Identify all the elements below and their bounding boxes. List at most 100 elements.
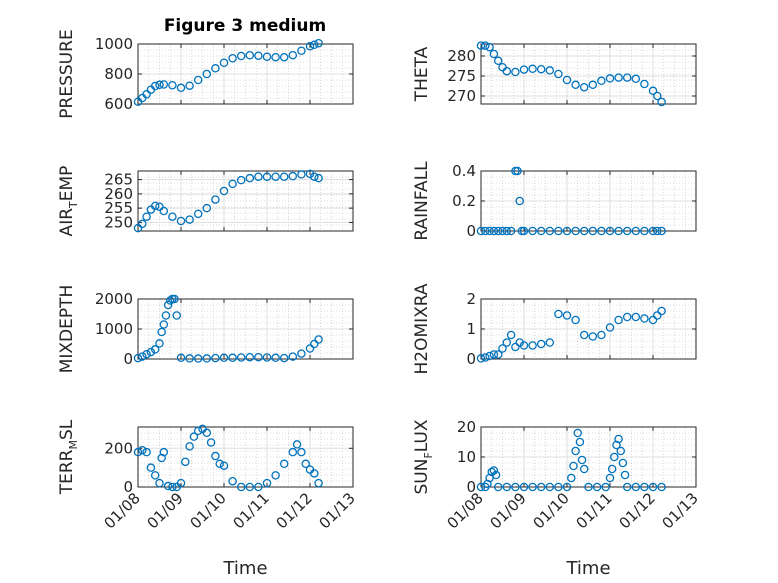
data-point: [228, 54, 237, 63]
data-point: [168, 81, 177, 90]
data-series: [133, 424, 323, 492]
data-point: [157, 453, 166, 463]
y-axis-label-base: RAINFALL: [412, 161, 432, 241]
y-tick-label: 20: [457, 418, 476, 436]
data-point: [485, 226, 494, 236]
x-tick-label: 01/09: [487, 489, 530, 532]
x-tick-label: 01/12: [616, 489, 659, 532]
data-point: [506, 226, 516, 236]
data-point: [607, 464, 617, 474]
data-point: [146, 347, 156, 357]
x-axis-label: Time: [565, 558, 610, 579]
y-axis-label: THETA: [412, 46, 432, 102]
data-point: [138, 445, 147, 455]
y-tick-label: 0.2: [452, 192, 476, 210]
data-point: [219, 58, 229, 68]
data-point: [575, 437, 585, 447]
data-point: [601, 482, 610, 492]
x-tick-label: 01/08: [101, 489, 144, 532]
data-point: [605, 323, 615, 332]
y-axis-label: SUNFLUX: [412, 419, 435, 494]
data-point: [528, 226, 537, 236]
data-point: [146, 463, 156, 472]
y-tick-label: 265: [104, 171, 133, 189]
data-point: [142, 90, 151, 99]
data-point: [138, 352, 147, 361]
data-point: [493, 350, 503, 359]
data-point: [228, 476, 237, 486]
data-point: [528, 64, 537, 74]
axes-box: [480, 43, 697, 105]
data-point: [305, 344, 315, 353]
data-point: [314, 335, 323, 344]
data-point: [228, 353, 237, 363]
minor-grid: [480, 43, 697, 105]
data-point: [161, 311, 171, 320]
data-point: [571, 446, 580, 456]
data-point: [165, 296, 175, 305]
data-point: [254, 482, 263, 492]
x-tick-label: 01/10: [530, 489, 573, 532]
y-axis-label-subscript: T: [67, 201, 80, 209]
data-point: [485, 351, 494, 361]
y-tick-label: 1000: [95, 35, 133, 53]
data-point: [653, 226, 662, 236]
data-point: [571, 226, 580, 236]
data-point: [157, 327, 166, 337]
y-tick-label: 255: [104, 199, 133, 217]
data-point: [279, 172, 289, 181]
data-point: [579, 464, 589, 474]
data-point: [502, 482, 512, 492]
y-tick-label: 270: [447, 87, 476, 105]
data-point: [657, 306, 666, 316]
data-point: [616, 446, 626, 456]
data-point: [614, 73, 623, 82]
data-point: [301, 459, 310, 469]
data-point: [588, 226, 598, 236]
data-point: [236, 353, 246, 362]
data-point: [498, 226, 507, 236]
y-tick-label: 2000: [95, 290, 133, 308]
data-point: [185, 215, 194, 224]
data-point: [554, 482, 563, 492]
data-point: [150, 201, 160, 211]
data-point: [185, 442, 194, 451]
data-point: [202, 354, 212, 363]
data-point: [163, 300, 173, 310]
data-point: [271, 172, 280, 181]
data-point: [631, 312, 641, 322]
data-point: [618, 458, 628, 468]
data-point: [206, 438, 216, 447]
data-point: [288, 171, 298, 181]
subplot-5: 0 1000 2000 MIXDEPTH: [57, 285, 354, 374]
y-axis-label: AIRTEMP: [57, 166, 80, 237]
data-point: [579, 330, 589, 340]
data-point: [211, 195, 220, 204]
data-point: [506, 330, 516, 340]
data-point: [292, 440, 302, 449]
data-series: [133, 294, 323, 363]
data-point: [163, 481, 173, 491]
data-point: [640, 79, 649, 89]
y-axis-label: MIXDEPTH: [57, 285, 77, 374]
data-point: [605, 473, 615, 483]
data-point: [511, 67, 520, 77]
data-point: [236, 51, 246, 61]
data-point: [513, 166, 522, 176]
data-point: [254, 172, 263, 181]
y-axis-label-subscript: F: [422, 452, 435, 458]
data-point: [202, 428, 212, 438]
data-point: [193, 75, 203, 85]
data-point: [597, 330, 606, 340]
data-point: [297, 349, 306, 358]
data-point: [571, 315, 580, 325]
data-point: [562, 226, 572, 236]
y-axis-label: H2OMIXRA: [412, 283, 432, 374]
data-point: [588, 332, 598, 341]
y-tick-label: 260: [104, 185, 133, 203]
data-point: [631, 74, 641, 84]
data-point: [189, 432, 199, 441]
data-point: [610, 452, 619, 462]
